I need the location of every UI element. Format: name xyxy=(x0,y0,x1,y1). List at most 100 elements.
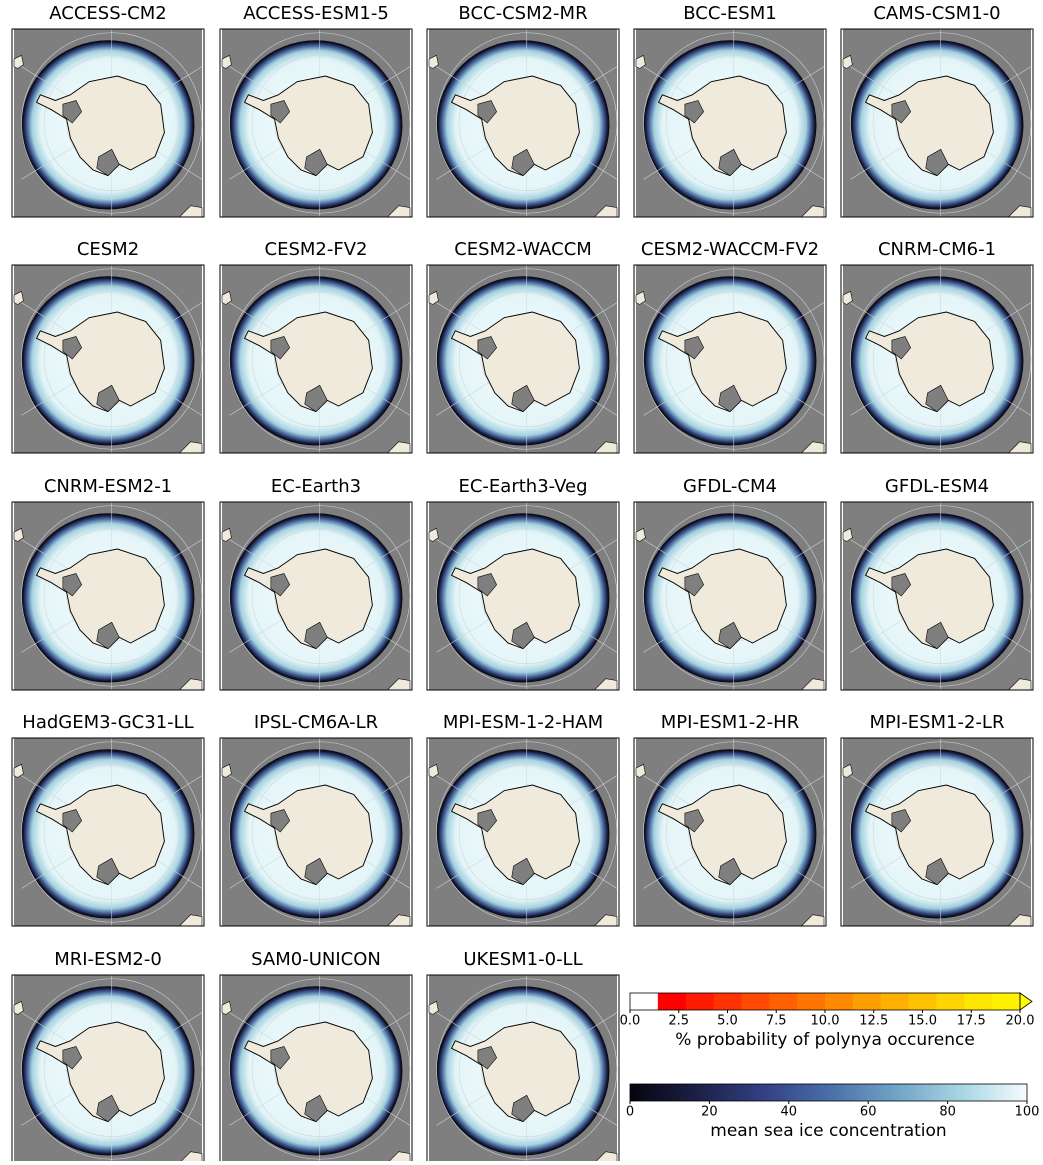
map-frame xyxy=(840,501,1034,691)
map xyxy=(13,265,203,453)
colorbar-tick-label: 2.5 xyxy=(668,1014,689,1029)
colorbar-segment xyxy=(908,993,937,1010)
colorbar-extension xyxy=(1019,992,1033,1011)
map-frame xyxy=(633,264,827,454)
map xyxy=(221,29,411,217)
panel-title: MPI-ESM-1-2-HAM xyxy=(443,712,603,733)
map-panel: BCC-CSM2-MR xyxy=(426,3,620,218)
map xyxy=(842,738,1032,926)
map xyxy=(221,265,411,453)
map xyxy=(428,738,618,926)
map-frame xyxy=(11,28,205,218)
panel-title: ACCESS-ESM1-5 xyxy=(243,3,389,24)
map xyxy=(221,975,411,1163)
map xyxy=(221,502,411,690)
map-panel: ACCESS-ESM1-5 xyxy=(219,3,413,218)
map-panel: CESM2-WACCM xyxy=(426,239,620,454)
map-panel: IPSL-CM6A-LR xyxy=(219,712,413,927)
colorbar-segment xyxy=(630,993,659,1010)
map-frame xyxy=(11,501,205,691)
panel-title: CNRM-ESM2-1 xyxy=(44,476,172,497)
panel-title: CESM2-WACCM-FV2 xyxy=(641,239,819,260)
map-frame xyxy=(426,501,620,691)
map-frame xyxy=(11,737,205,927)
map xyxy=(635,502,825,690)
map-panel: HadGEM3-GC31-LL xyxy=(11,712,205,927)
colorbar-segment xyxy=(964,993,993,1010)
colorbar-label: mean sea ice concentration xyxy=(710,1121,946,1141)
colorbar-tick-label: 15.0 xyxy=(908,1014,937,1029)
map xyxy=(13,29,203,217)
colorbar-tick-label: 40 xyxy=(781,1105,798,1120)
colorbar-tick-label: 17.5 xyxy=(957,1014,986,1029)
map-frame xyxy=(426,737,620,927)
panel-title: HadGEM3-GC31-LL xyxy=(22,712,193,733)
map xyxy=(842,29,1032,217)
map xyxy=(635,265,825,453)
map xyxy=(13,975,203,1163)
map-frame xyxy=(840,737,1034,927)
map-panel: ACCESS-CM2 xyxy=(11,3,205,218)
map xyxy=(428,975,618,1163)
map-panel: MRI-ESM2-0 xyxy=(11,949,205,1164)
panel-title: IPSL-CM6A-LR xyxy=(254,712,378,733)
map-panel: CESM2-FV2 xyxy=(219,239,413,454)
map xyxy=(428,502,618,690)
map-frame xyxy=(219,264,413,454)
map-panel: BCC-ESM1 xyxy=(633,3,827,218)
colorbar-tick-label: 12.5 xyxy=(859,1014,888,1029)
colorbar-tick-label: 60 xyxy=(860,1105,877,1120)
map-panel: GFDL-CM4 xyxy=(633,476,827,691)
map-frame xyxy=(840,264,1034,454)
panel-title: CESM2-WACCM xyxy=(454,239,592,260)
colorbar-segment xyxy=(936,993,965,1010)
panel-title: EC-Earth3-Veg xyxy=(458,476,587,497)
colorbar-tick-label: 80 xyxy=(939,1105,956,1120)
panel-title: CESM2 xyxy=(77,239,139,260)
map xyxy=(635,29,825,217)
colorbar-segment xyxy=(657,993,687,1010)
colorbar-segment xyxy=(741,993,770,1010)
map-panel: CNRM-CM6-1 xyxy=(840,239,1034,454)
panel-title: SAM0-UNICON xyxy=(251,949,381,970)
panel-title: MPI-ESM1-2-HR xyxy=(661,712,799,733)
map xyxy=(428,29,618,217)
map xyxy=(13,502,203,690)
map-panel: SAM0-UNICON xyxy=(219,949,413,1164)
map-frame xyxy=(219,28,413,218)
map-panel: GFDL-ESM4 xyxy=(840,476,1034,691)
colorbar-segment xyxy=(825,993,854,1010)
colorbar-tick-label: 5.0 xyxy=(717,1014,738,1029)
map-panel: UKESM1-0-LL xyxy=(426,949,620,1164)
colorbar-tick-label: 20 xyxy=(701,1105,718,1120)
panel-title: MPI-ESM1-2-LR xyxy=(870,712,1005,733)
panel-title: ACCESS-CM2 xyxy=(49,3,166,24)
panel-title: UKESM1-0-LL xyxy=(463,949,582,970)
colorbar-segment xyxy=(685,993,715,1010)
map-panel: EC-Earth3-Veg xyxy=(426,476,620,691)
colorbar-segment xyxy=(769,993,798,1010)
colorbar-gradient xyxy=(629,1083,1028,1102)
colorbar-tick-label: 100 xyxy=(1015,1105,1040,1120)
colorbar: 0.0 2.5 5.0 7.5 10.0 12.5 15.0 17.5 20.0 % probab… xyxy=(620,992,1035,1050)
map xyxy=(635,738,825,926)
map-panel: EC-Earth3 xyxy=(219,476,413,691)
map-panel: CAMS-CSM1-0 xyxy=(840,3,1034,218)
panel-title: GFDL-CM4 xyxy=(683,476,777,497)
panel-title: CESM2-FV2 xyxy=(265,239,368,260)
map xyxy=(842,265,1032,453)
panel-title: CNRM-CM6-1 xyxy=(878,239,996,260)
map-frame xyxy=(11,264,205,454)
colorbar-tick-label: 0.0 xyxy=(620,1014,641,1029)
colorbar: 0 20 40 60 80 100 mean sea ice concentration xyxy=(626,1083,1040,1141)
map xyxy=(221,738,411,926)
map xyxy=(13,738,203,926)
colorbar-tick-label: 20.0 xyxy=(1006,1014,1035,1029)
map xyxy=(428,265,618,453)
panel-title: EC-Earth3 xyxy=(271,476,361,497)
colorbar-segment xyxy=(797,993,826,1010)
map-frame xyxy=(840,28,1034,218)
colorbar-tick-label: 10.0 xyxy=(811,1014,840,1029)
colorbar-label: % probability of polynya occurence xyxy=(675,1030,975,1050)
